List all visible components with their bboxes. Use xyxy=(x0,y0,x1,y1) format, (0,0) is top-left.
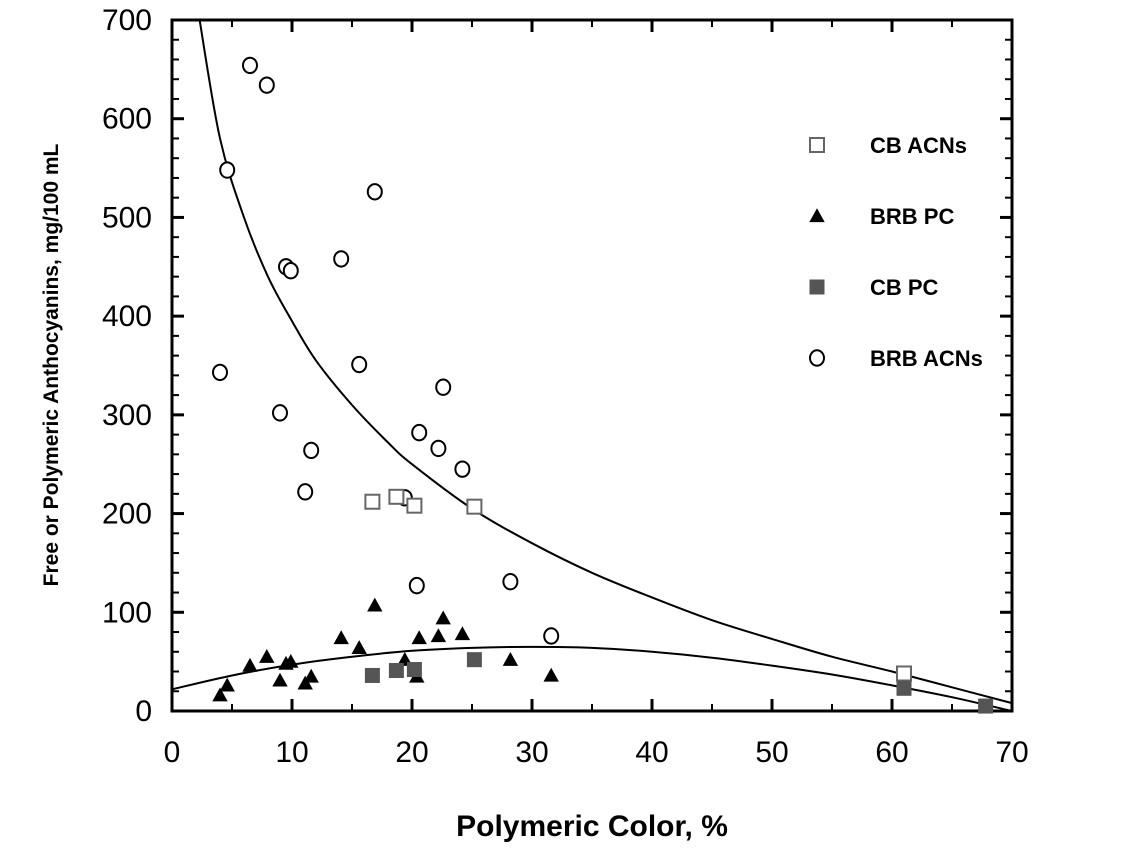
point-brb-acns: BRB ACNs: (11.1, 222) xyxy=(297,483,314,501)
point-brb-acns: BRB ACNs: (9.9, 446) xyxy=(282,262,299,280)
point-cb-acns: CB ACNs: (61, 38) xyxy=(896,665,912,682)
point-brb-pc: BRB PC: (22.2, 76) xyxy=(430,628,447,643)
x-tick-label: 30 xyxy=(515,736,548,769)
point-brb-acns: BRB ACNs: (9, 302) xyxy=(272,404,288,422)
point-brb-acns: BRB ACNs: (16.9, 526) xyxy=(366,183,383,201)
legend-marker xyxy=(809,137,825,153)
x-tick-label: 50 xyxy=(755,736,788,769)
point-brb-pc: BRB PC: (15.6, 64) xyxy=(351,640,367,654)
point-brb-pc: BRB PC: (4, 16) xyxy=(212,687,228,702)
point-brb-acns: BRB ACNs: (11.6, 264) xyxy=(303,441,320,460)
y-tick-label: 0 xyxy=(135,695,152,728)
y-tick-label: 200 xyxy=(102,498,152,531)
point-brb-pc: BRB PC: (14.1, 74) xyxy=(333,630,349,645)
y-tick-label: 100 xyxy=(102,596,152,629)
point-brb-pc: BRB PC: (7.9, 55) xyxy=(259,649,275,663)
legend-marker xyxy=(809,208,825,223)
point-brb-pc: BRB PC: (11.6, 35) xyxy=(303,668,319,683)
point-cb-pc: CB PC: (67.8, 5) xyxy=(978,698,994,714)
point-brb-acns: BRB ACNs: (4, 343) xyxy=(212,363,228,382)
point-cb-acns: CB ACNs: (16.7, 212) xyxy=(364,493,381,510)
x-tick-label: 20 xyxy=(395,736,428,769)
point-cb-pc: CB PC: (25.2, 52) xyxy=(466,652,482,668)
point-brb-pc: BRB PC: (4.6, 26) xyxy=(219,677,235,692)
point-brb-pc: BRB PC: (9.9, 50) xyxy=(283,653,299,668)
legend-marker xyxy=(809,349,825,367)
point-brb-acns: BRB ACNs: (15.6, 351) xyxy=(351,355,368,374)
y-tick-label: 400 xyxy=(102,300,152,333)
point-brb-acns: BRB ACNs: (24.2, 245) xyxy=(454,460,471,478)
point-cb-acns: CB ACNs: (18.7, 217) xyxy=(388,488,405,505)
point-brb-pc: BRB PC: (28.2, 52) xyxy=(502,651,519,666)
point-brb-pc: BRB PC: (9, 31) xyxy=(272,672,288,687)
point-brb-pc: BRB PC: (16.9, 107) xyxy=(367,597,383,612)
x-tick-label: 70 xyxy=(995,736,1028,769)
point-cb-pc: CB PC: (18.7, 41) xyxy=(388,663,404,679)
point-brb-pc: BRB PC: (20.6, 74) xyxy=(411,630,427,645)
fit-curve xyxy=(171,645,1013,712)
point-brb-acns: BRB ACNs: (7.9, 634) xyxy=(258,76,275,94)
point-cb-pc: CB PC: (61, 23) xyxy=(896,680,912,696)
point-cb-pc: CB PC: (16.7, 36) xyxy=(364,667,380,683)
point-brb-acns: BRB ACNs: (6.5, 654) xyxy=(242,56,258,75)
x-tick-label: 10 xyxy=(275,736,308,769)
legend-label: BRB ACNs xyxy=(870,346,983,371)
point-brb-pc: BRB PC: (31.6, 36) xyxy=(543,667,559,682)
legend-label: BRB PC xyxy=(870,204,954,229)
point-cb-pc: CB PC: (20.2, 42) xyxy=(406,662,422,678)
x-tick-label: 60 xyxy=(875,736,908,769)
point-brb-acns: BRB ACNs: (4.6, 548) xyxy=(219,161,236,179)
point-brb-acns: BRB ACNs: (20.6, 282) xyxy=(411,423,428,442)
point-cb-acns: CB ACNs: (20.2, 208) xyxy=(406,497,423,514)
point-brb-acns: BRB ACNs: (20.4, 127) xyxy=(408,576,425,595)
legend-marker xyxy=(809,279,825,295)
x-tick-label: 0 xyxy=(164,736,181,769)
point-brb-acns: BRB ACNs: (28.2, 131) xyxy=(502,572,519,591)
point-brb-pc: BRB PC: (24.2, 78) xyxy=(454,626,471,641)
point-cb-acns: CB ACNs: (25.2, 207) xyxy=(466,498,483,515)
point-brb-pc: BRB PC: (6.5, 46) xyxy=(242,657,258,672)
point-brb-acns: BRB ACNs: (22.2, 266) xyxy=(430,439,447,458)
y-tick-label: 700 xyxy=(102,4,152,37)
x-axis-title: Polymeric Color, % xyxy=(456,810,728,843)
legend-label: CB PC xyxy=(870,275,939,300)
y-tick-label: 300 xyxy=(102,399,152,432)
point-brb-pc: BRB PC: (22.6, 94) xyxy=(435,610,451,625)
data-points: BRB ACNs: (4, 343) BRB ACNs: (4.6, 548) BR… xyxy=(212,56,994,714)
y-tick-label: 500 xyxy=(102,201,152,234)
point-brb-acns: BRB ACNs: (14.1, 458) xyxy=(333,250,350,268)
legend-label: CB ACNs xyxy=(870,133,967,158)
y-tick-label: 600 xyxy=(102,103,152,136)
point-brb-acns: BRB ACNs: (22.6, 328) xyxy=(435,378,452,396)
y-axis-title: Free or Polymeric Anthocyanins, mg/100 m… xyxy=(40,143,63,586)
legend: CB ACNs BRB PC CB PC BRB ACNs xyxy=(809,133,983,371)
point-brb-acns: BRB ACNs: (31.6, 76) xyxy=(543,627,560,645)
x-tick-label: 40 xyxy=(635,736,668,769)
